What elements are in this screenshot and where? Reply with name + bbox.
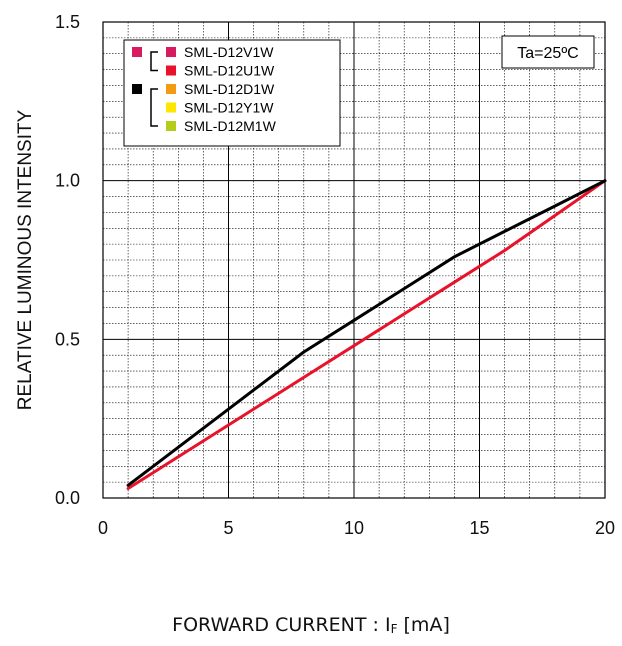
legend-swatch — [166, 47, 176, 57]
x-tick-label: 15 — [469, 518, 489, 538]
legend-label: SML-D12V1W — [184, 44, 274, 60]
legend-bracket — [150, 88, 158, 127]
series-lines — [126, 179, 607, 490]
series-line — [126, 179, 607, 490]
temperature-annotation: Ta=25ºC — [517, 45, 578, 62]
plot-frame — [102, 21, 606, 499]
y-tick-label: 1.0 — [55, 171, 80, 191]
luminous-intensity-chart: 0 5 10 15 20 0.0 0.5 1.0 1.5 RELATIVE LUMINOUS … — [15, 12, 615, 538]
y-tick-label: 0.5 — [55, 329, 80, 349]
legend-swatch — [166, 84, 176, 94]
x-tick-label: 5 — [223, 518, 233, 538]
x-tick-labels: 0 5 10 15 20 — [98, 518, 615, 538]
legend-group-marker — [132, 47, 142, 57]
legend-label: SML-D12M1W — [184, 118, 277, 134]
legend-bracket — [150, 51, 158, 72]
legend-label: SML-D12U1W — [184, 63, 275, 79]
legend-swatch — [166, 65, 176, 76]
y-tick-labels: 0.0 0.5 1.0 1.5 — [55, 12, 80, 508]
y-axis-label: RELATIVE LUMINOUS INTENSITY — [15, 109, 36, 410]
x-axis-label: FORWARD CURRENT : IF [mA] — [172, 614, 450, 636]
x-tick-label: 0 — [98, 518, 108, 538]
x-tick-label: 20 — [595, 518, 615, 538]
legend-swatch — [166, 102, 176, 113]
legend-label: SML-D12D1W — [184, 81, 275, 97]
legend: SML-D12V1W SML-D12U1W SML-D12D1W SML-D12Y1W… — [123, 39, 341, 147]
legend-label: SML-D12Y1W — [184, 100, 274, 116]
legend-group-marker — [132, 84, 142, 94]
legend-box — [123, 39, 341, 147]
legend-swatch — [166, 121, 176, 131]
x-tick-label: 10 — [344, 518, 364, 538]
series-line — [126, 179, 607, 487]
y-tick-label: 1.5 — [55, 12, 80, 32]
y-tick-label: 0.0 — [55, 488, 80, 508]
annotation-box: Ta=25ºC — [501, 35, 595, 69]
